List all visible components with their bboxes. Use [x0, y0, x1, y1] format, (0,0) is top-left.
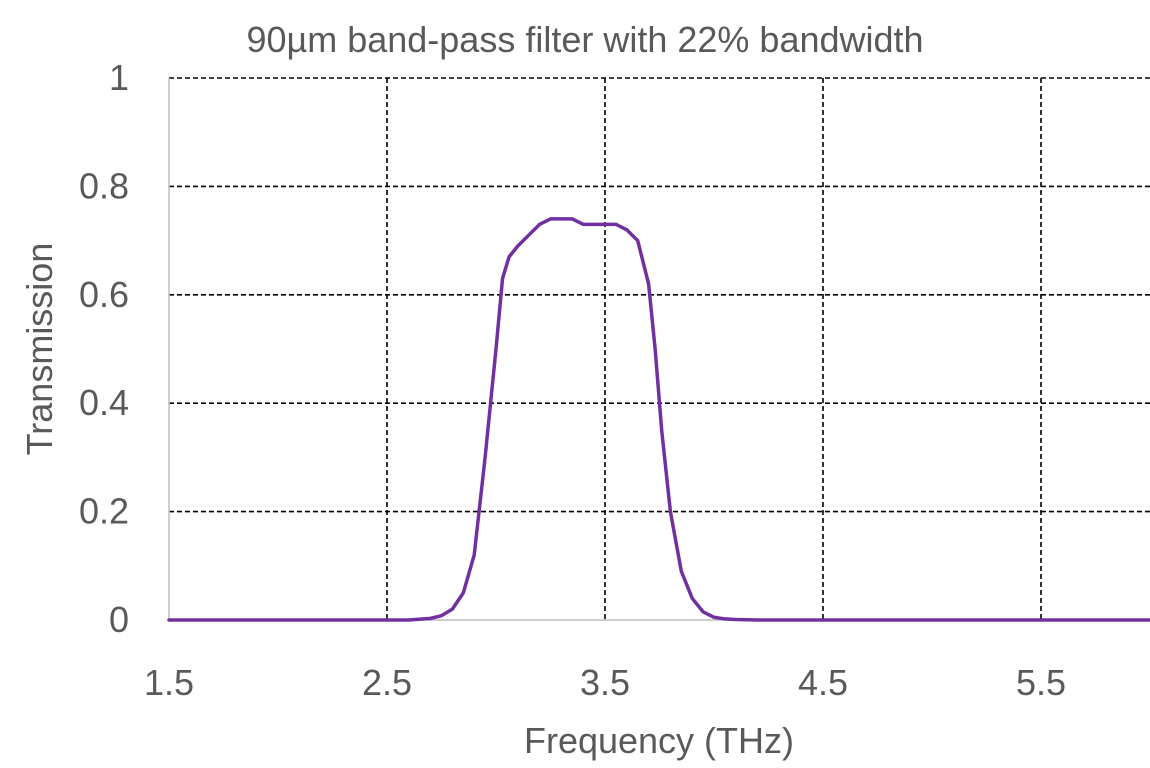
- x-tick-label: 5.5: [1016, 662, 1066, 703]
- x-axis-title: Frequency (THz): [524, 720, 794, 761]
- axes: [168, 78, 1150, 621]
- series-line-transmission: [167, 217, 1150, 622]
- grid: [169, 77, 1150, 620]
- x-tick-label: 3.5: [580, 662, 630, 703]
- x-tick-label: 1.5: [144, 662, 194, 703]
- x-tick-labels: 1.5 2.5 3.5 4.5 5.5: [144, 662, 1066, 703]
- y-axis-title: Transmission: [19, 243, 60, 456]
- y-tick-label: 0.8: [79, 165, 129, 206]
- x-tick-label: 2.5: [362, 662, 412, 703]
- y-tick-labels: 0 0.2 0.4 0.6 0.8 1: [79, 57, 129, 640]
- x-tick-label: 4.5: [798, 662, 848, 703]
- chart-title: 90µm band-pass filter with 22% bandwidth: [246, 19, 923, 60]
- y-tick-label: 0: [109, 599, 129, 640]
- y-tick-label: 0.2: [79, 491, 129, 532]
- y-tick-label: 0.4: [79, 382, 129, 423]
- y-tick-label: 0.6: [79, 274, 129, 315]
- y-tick-label: 1: [109, 57, 129, 98]
